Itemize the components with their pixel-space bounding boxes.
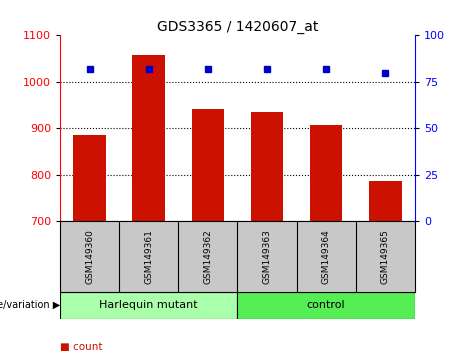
- Bar: [251, 112, 283, 221]
- Text: Harlequin mutant: Harlequin mutant: [100, 300, 198, 310]
- Text: ■ count: ■ count: [60, 342, 102, 352]
- Text: GSM149362: GSM149362: [203, 229, 213, 284]
- Bar: [237, 292, 415, 319]
- Text: GSM149364: GSM149364: [322, 229, 331, 284]
- Text: GSM149361: GSM149361: [144, 229, 153, 284]
- Text: GSM149365: GSM149365: [381, 229, 390, 284]
- Bar: [310, 125, 343, 221]
- Bar: [132, 55, 165, 221]
- Bar: [369, 181, 402, 221]
- Text: GSM149363: GSM149363: [262, 229, 272, 284]
- Text: control: control: [307, 300, 345, 310]
- Text: GSM149360: GSM149360: [85, 229, 94, 284]
- Bar: [192, 109, 224, 221]
- Title: GDS3365 / 1420607_at: GDS3365 / 1420607_at: [157, 21, 318, 34]
- Bar: [60, 292, 237, 319]
- Text: genotype/variation ▶: genotype/variation ▶: [0, 300, 60, 310]
- Bar: [73, 135, 106, 221]
